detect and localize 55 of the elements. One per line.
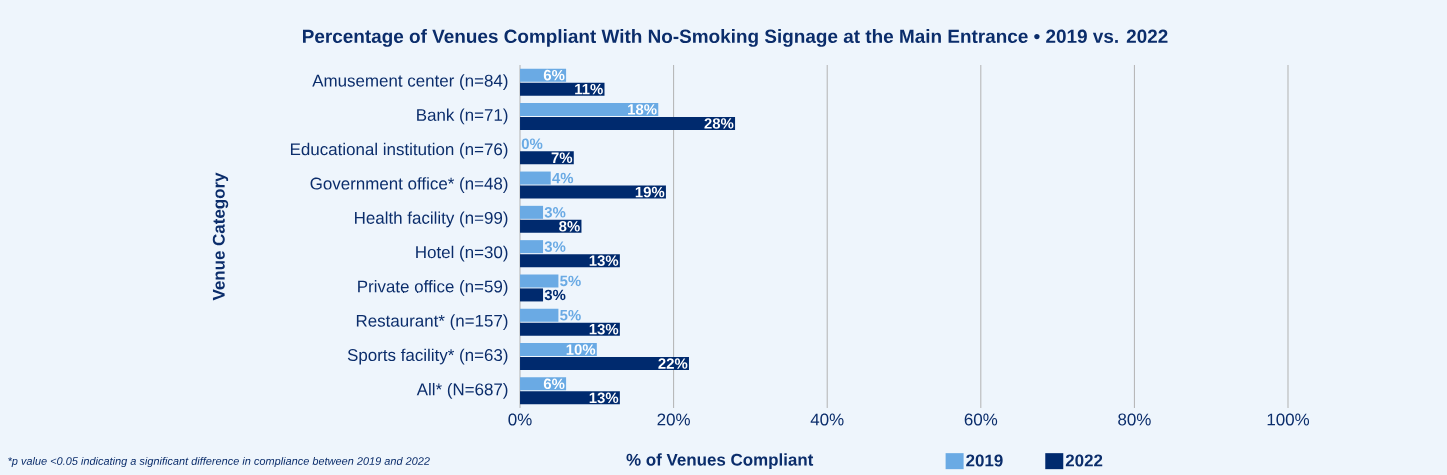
x-axis-title: % of Venues Compliant bbox=[626, 453, 814, 470]
data-label: 3% bbox=[544, 207, 566, 218]
chart-title: Percentage of Venues Compliant With No-Smoking Signage at the Main Entrance • 2019 vs. 2022 bbox=[303, 29, 1168, 47]
data-label: 3% bbox=[544, 241, 566, 252]
data-label: 0% bbox=[521, 138, 543, 150]
bar bbox=[520, 322, 620, 336]
bar bbox=[520, 254, 620, 268]
x-tick-label: 20% bbox=[657, 413, 690, 426]
data-label: 6% bbox=[543, 69, 565, 81]
data-label: 10% bbox=[566, 344, 596, 355]
y-tick-label: Amusement center (n=84) bbox=[312, 74, 508, 91]
bar bbox=[520, 240, 544, 254]
bar bbox=[520, 391, 620, 405]
y-tick-label: Government office* (n=48) bbox=[310, 177, 508, 193]
bar bbox=[520, 357, 689, 371]
y-tick-label: Restaurant* (n=157) bbox=[356, 314, 508, 331]
y-tick-label: Hotel (n=30) bbox=[416, 245, 508, 262]
data-label: 18% bbox=[628, 104, 657, 115]
data-label: 13% bbox=[589, 323, 619, 335]
y-tick-label: All* (N=687) bbox=[416, 382, 508, 399]
bar bbox=[520, 205, 544, 219]
bar bbox=[520, 274, 559, 288]
x-tick-label: 80% bbox=[1118, 413, 1151, 426]
y-tick-label: Health facility (n=99) bbox=[355, 211, 508, 228]
y-axis-title: Venue Category bbox=[212, 172, 229, 301]
data-label: 6% bbox=[543, 378, 565, 390]
y-tick-label: Sports facility* (n=63) bbox=[347, 348, 508, 365]
x-tick-label: 100% bbox=[1267, 413, 1310, 426]
data-label: 8% bbox=[559, 221, 580, 232]
x-tick-label: 60% bbox=[964, 413, 998, 426]
data-label: 5% bbox=[560, 309, 581, 321]
bar bbox=[520, 185, 666, 199]
x-tick-label: 0% bbox=[508, 413, 532, 426]
text: *p value <0.05 indicating a significant difference in compliance between 2019 and 2022 bbox=[8, 456, 430, 468]
y-tick-label: Bank (n=71) bbox=[417, 108, 508, 125]
data-label: 22% bbox=[658, 358, 688, 369]
legend-label: 2019 bbox=[966, 454, 1003, 467]
bar bbox=[520, 171, 551, 185]
data-label: 28% bbox=[704, 118, 734, 129]
data-label: 3% bbox=[544, 289, 566, 301]
legend-label: 2022 bbox=[1065, 454, 1103, 467]
y-tick-label: Private office (n=59) bbox=[358, 280, 508, 296]
data-label: 13% bbox=[589, 392, 619, 404]
bar bbox=[520, 116, 736, 130]
x-tick-label: 40% bbox=[810, 413, 844, 426]
bar bbox=[520, 288, 544, 302]
data-label: 19% bbox=[635, 186, 665, 198]
y-tick-label: Educational institution (n=76) bbox=[290, 142, 508, 159]
bar bbox=[520, 102, 659, 116]
data-label: 5% bbox=[560, 275, 581, 287]
data-label: 13% bbox=[589, 255, 619, 266]
bar bbox=[520, 308, 559, 322]
data-label: 11% bbox=[575, 83, 603, 95]
data-label: 7% bbox=[551, 152, 573, 163]
data-label: 4% bbox=[552, 172, 574, 184]
